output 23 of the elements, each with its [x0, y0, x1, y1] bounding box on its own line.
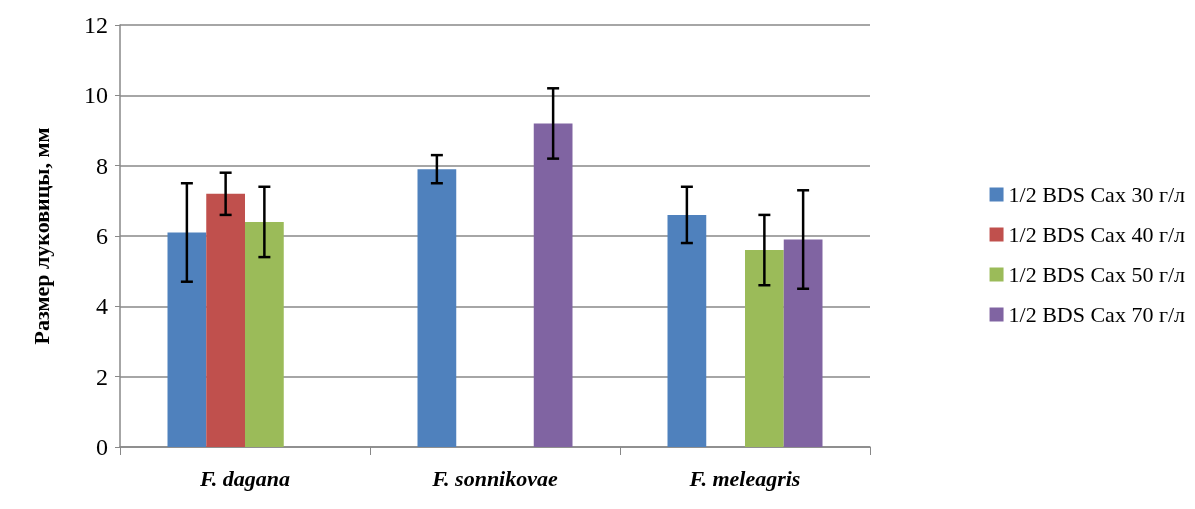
- legend-label: 1/2 BDS Сах 30 г/л: [1008, 182, 1186, 207]
- y-tick-label: 10: [84, 82, 108, 109]
- bar: [667, 214, 707, 447]
- bar: [245, 221, 284, 447]
- y-axis-title: Размер луковицы, мм: [28, 127, 54, 345]
- x-tick-label: F. meleagris: [688, 465, 801, 491]
- bar: [206, 193, 245, 447]
- bar: [783, 239, 823, 447]
- bar: [745, 250, 784, 447]
- x-tick-label: F. dagana: [198, 465, 291, 491]
- x-tick-label: F. sonnikovae: [431, 465, 558, 491]
- y-tick-label: 0: [96, 434, 108, 460]
- legend-label: 1/2 BDS Сах 40 г/л: [1008, 222, 1186, 247]
- y-tick-label: 6: [96, 223, 108, 249]
- bar: [533, 123, 573, 447]
- legend-label: 1/2 BDS Сах 70 г/л: [1008, 302, 1186, 327]
- legend-label: 1/2 BDS Сах 50 г/л: [1008, 262, 1186, 287]
- y-tick-label: 2: [96, 363, 108, 390]
- y-tick-label: 8: [96, 152, 108, 179]
- bar: [167, 232, 207, 447]
- bar: [417, 169, 457, 447]
- y-tick-label: 4: [96, 293, 108, 320]
- y-tick-label: 12: [84, 12, 108, 38]
